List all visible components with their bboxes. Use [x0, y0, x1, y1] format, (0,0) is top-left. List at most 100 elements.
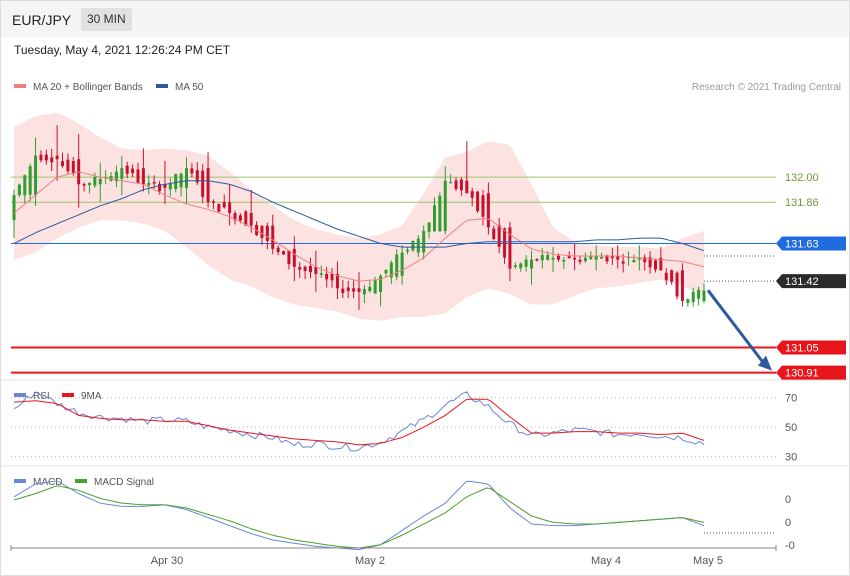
candle-body [476, 191, 480, 212]
last-price-label: 131.42 [785, 276, 819, 288]
candle-body [44, 154, 48, 161]
ma50-legend-swatch [156, 84, 168, 88]
candle-body [589, 255, 593, 260]
candle-body [87, 182, 91, 186]
macd-legend-swatch [14, 479, 26, 483]
rsi-ma-legend-swatch [62, 393, 74, 397]
candle-body [659, 257, 663, 271]
candle-body [524, 259, 528, 267]
forecast-arrow-shaft [706, 289, 766, 365]
candle-body [562, 260, 566, 262]
candle-body [551, 257, 555, 260]
candle-body [98, 178, 102, 185]
resistance-level-label: 132.00 [785, 172, 819, 184]
candle-body [556, 255, 560, 260]
candle-body [141, 168, 145, 185]
candle-body [325, 273, 329, 280]
rsi-ma-line [13, 398, 705, 446]
candle-body [211, 201, 215, 203]
time-axis-label: Apr 30 [151, 555, 183, 567]
candle-body [120, 168, 124, 179]
candle-body [244, 211, 248, 226]
candle-body [190, 168, 194, 174]
macd-signal-legend-swatch [75, 479, 87, 483]
candle-body [282, 251, 286, 255]
timestamp-label: Tuesday, May 4, 2021 12:26:24 PM CET [14, 43, 231, 57]
support-level-tag [776, 340, 846, 355]
candle-body [330, 273, 334, 281]
candle-body [470, 191, 474, 198]
candle-body [465, 180, 469, 194]
copyright-label: Research © 2021 Trading Central [692, 82, 841, 93]
candle-body [136, 169, 140, 183]
candle-body [34, 155, 38, 196]
candle-body [486, 193, 490, 228]
candle-body [368, 286, 372, 292]
candle-body [389, 262, 393, 278]
candle-body [55, 155, 59, 160]
candle-body [71, 160, 75, 174]
candle-body [93, 176, 97, 186]
candle-body [314, 266, 318, 274]
candle-body [114, 171, 118, 182]
candle-body [702, 290, 706, 302]
candle-body [341, 288, 345, 294]
timeframe-button[interactable]: 30 MIN [81, 8, 132, 31]
candle-body [308, 265, 312, 273]
rsi-legend-swatch [14, 393, 26, 397]
candle-body [546, 255, 550, 260]
candle-body [497, 225, 501, 247]
ma20-legend-label: MA 20 + Bollinger Bands [33, 82, 143, 93]
macd-signal-legend-label: MACD Signal [94, 477, 154, 488]
candle-body [540, 254, 544, 261]
candle-body [152, 182, 156, 184]
candle-body [265, 225, 269, 241]
candle-body [519, 263, 523, 269]
candle-body [335, 273, 339, 289]
time-axis-label: May 5 [693, 555, 723, 567]
ma20-legend-swatch [14, 84, 26, 88]
candle-body [653, 260, 657, 270]
candle-body [61, 161, 65, 166]
candle-body [594, 256, 598, 260]
candle-body [643, 257, 647, 263]
candle-body [513, 265, 517, 267]
candle-body [680, 270, 684, 301]
candle-body [373, 279, 377, 294]
candle-body [319, 273, 323, 275]
last-price-tag [776, 274, 846, 289]
candle-body [303, 266, 307, 272]
candle-body [432, 205, 436, 232]
candle-body [174, 173, 178, 190]
candle-body [691, 291, 695, 302]
candle-body [530, 259, 533, 269]
support-level-label: 131.05 [785, 343, 819, 355]
candle-body [238, 215, 242, 221]
time-axis-label: May 2 [355, 555, 385, 567]
candle-body [492, 228, 496, 239]
candle-body [39, 154, 43, 161]
candle-body [352, 288, 356, 292]
candle-body [179, 173, 183, 188]
candle-body [664, 272, 668, 281]
chart-header: EUR/JPY 30 MIN [1, 1, 849, 37]
candle-body [379, 275, 383, 292]
candle-body [17, 184, 21, 196]
candle-body [12, 195, 16, 221]
candle-body [287, 250, 291, 265]
candle-body [578, 259, 582, 262]
candle-body [583, 257, 587, 262]
candle-body [637, 257, 641, 260]
candle-body [28, 166, 32, 195]
candle-body [147, 182, 151, 186]
candle-body [567, 256, 571, 259]
rsi-tick-label: 50 [785, 422, 797, 434]
candle-body [50, 157, 54, 163]
candle-body [621, 261, 625, 264]
candle-body [185, 168, 188, 188]
candle-body [411, 241, 415, 251]
macd-signal-line [13, 485, 705, 549]
candle-body [416, 238, 420, 253]
candle-body [125, 165, 129, 174]
